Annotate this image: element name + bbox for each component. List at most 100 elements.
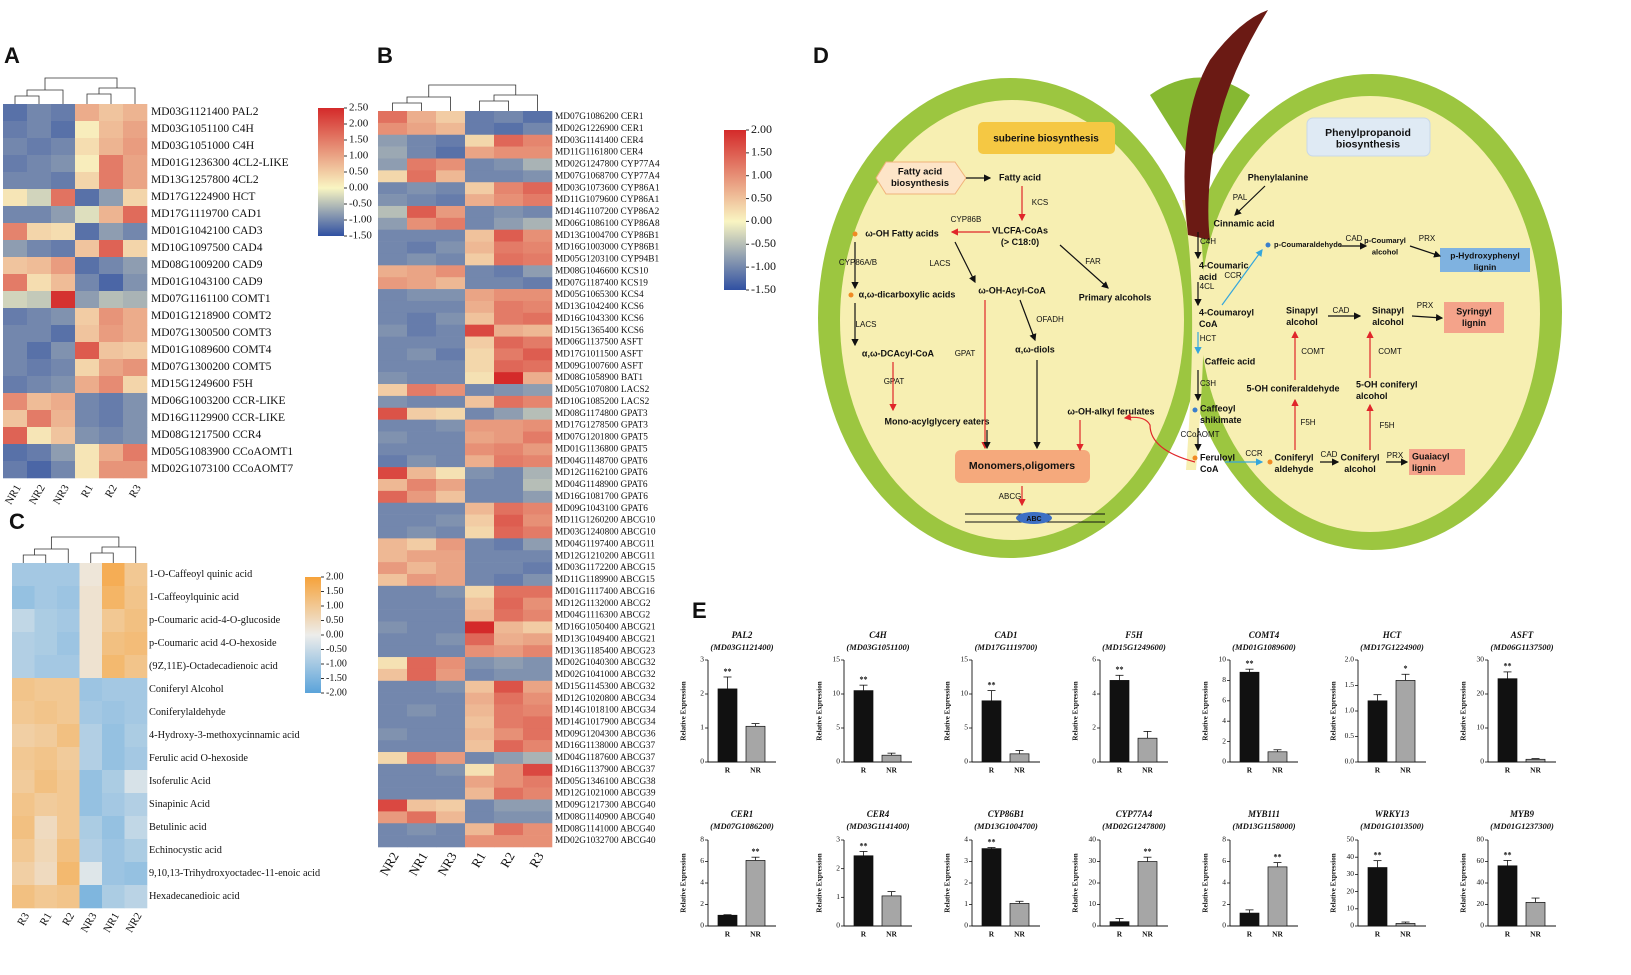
heatmap-cell: [465, 799, 495, 812]
row-label: MD05G1346100 ABCG38: [555, 777, 656, 787]
row-label: MD11G1161800 CER4: [555, 148, 643, 158]
heatmap-cell: [378, 823, 408, 836]
row-label: MD09G1204300 ABCG36: [555, 729, 656, 739]
y-tick-label: 10: [1089, 899, 1097, 908]
heatmap-cell: [465, 407, 495, 420]
heatmap-cell: [27, 393, 52, 411]
heatmap-cell: [51, 189, 76, 207]
heatmap-cell: [407, 680, 437, 693]
heatmap-cell: [494, 122, 524, 136]
x-tick-label: NR: [1142, 766, 1153, 775]
row-label: MD07G1086200 CER1: [555, 112, 644, 122]
heatmap-cell: [378, 787, 408, 800]
heatmap-cell: [436, 562, 466, 575]
heatmap-cell: [494, 645, 524, 658]
x-tick-label: NR: [1272, 930, 1283, 939]
pathway-label: α,ω-DCAcyl-CoA: [862, 348, 935, 358]
heatmap-cell: [494, 609, 524, 622]
row-label: MD11G1260200 ABCG10: [555, 516, 655, 526]
heatmap-cell: [79, 632, 103, 656]
heatmap-cell: [465, 395, 495, 409]
row-label: MD01G1042100 CAD3: [151, 225, 263, 237]
row-label: MD03G1172200 ABCG15: [555, 563, 655, 573]
heatmap-cell: [436, 205, 466, 219]
heatmap-cell: [494, 740, 524, 753]
bar: [853, 690, 874, 763]
bar: [1525, 901, 1546, 927]
y-tick-label: 40: [1089, 835, 1097, 844]
pathway-arrow: [954, 241, 976, 284]
heatmap-cell: [523, 407, 553, 420]
heatmap-cell: [407, 799, 437, 812]
heatmap-cell: [51, 359, 76, 377]
heatmap-cell: [523, 395, 553, 409]
heatmap-cell: [465, 728, 495, 741]
heatmap-cell: [465, 763, 495, 777]
heatmap-cell: [436, 158, 466, 171]
heatmap-cell: [523, 728, 553, 741]
heatmap-cell: [75, 172, 100, 190]
heatmap-cell: [3, 206, 28, 224]
heatmap-cell: [494, 384, 524, 397]
heatmap-cell: [57, 632, 80, 656]
heatmap-cell: [99, 393, 124, 411]
heatmap-cell: [123, 172, 148, 190]
heatmap-cell: [523, 823, 553, 836]
heatmap-cell: [378, 134, 408, 147]
colorbar-tick-label: -1.50: [326, 673, 347, 684]
row-label: MD08G1217500 CCR4: [151, 429, 261, 441]
heatmap-cell: [407, 550, 437, 563]
row-label: MD14G1107200 CYP86A2: [555, 207, 660, 217]
y-tick-label: 15: [833, 655, 841, 664]
pathway-label: alcohol: [1286, 317, 1318, 327]
apple: [818, 10, 1562, 558]
row-label: Coniferylaldehyde: [149, 707, 226, 718]
bar-title: CYP77A4: [1116, 809, 1153, 819]
y-tick-label: 6: [700, 856, 704, 865]
heatmap-cell: [3, 104, 28, 122]
heatmap-cell: [75, 342, 100, 360]
heatmap-cell: [407, 312, 437, 325]
heatmap-cell: [494, 111, 524, 124]
heatmap-cell: [494, 514, 524, 527]
heatmap-cell: [12, 609, 35, 633]
row-label: MD11G1079600 CYP86A1: [555, 195, 660, 205]
row-label: p-Coumaric acid 4-O-hexoside: [149, 638, 277, 649]
heatmap-cell: [378, 395, 408, 409]
row-label: MD11G1189900 ABCG15: [555, 575, 655, 585]
heatmap-cell: [378, 407, 408, 420]
heatmap-cell: [12, 839, 35, 863]
heatmap-cell: [523, 431, 553, 444]
heatmap-cell: [79, 885, 103, 909]
row-label: MD03G1051000 C4H: [151, 140, 254, 152]
heatmap-cell: [3, 308, 28, 326]
colorbar: [318, 108, 344, 236]
y-tick-label: 0: [1350, 921, 1354, 930]
heatmap-cell: [407, 704, 437, 717]
heatmap-cell: [523, 146, 553, 159]
heatmap-cell: [407, 146, 437, 159]
row-label: MD12G1020800 ABCG34: [555, 694, 656, 704]
heatmap-cell: [436, 775, 466, 788]
bar-title: CER1: [731, 809, 754, 819]
y-tick-label: 0: [836, 921, 840, 930]
row-label: MD15G1365400 KCS6: [555, 326, 644, 336]
y-tick-label: 2.0: [1345, 655, 1355, 664]
column-label: R2: [497, 849, 518, 870]
heatmap-cell: [436, 514, 466, 527]
x-tick-label: R: [1117, 930, 1123, 939]
heatmap-cell: [436, 407, 466, 420]
heatmap-cell: [494, 431, 524, 444]
pathway-label: alcohol: [1344, 464, 1376, 474]
y-tick-label: 8: [1222, 675, 1226, 684]
heatmap-cell: [407, 716, 437, 729]
heatmap-cell: [27, 138, 52, 156]
heatmap-cell: [3, 189, 28, 207]
heatmap-cell: [27, 189, 52, 207]
column-label: NR2: [27, 483, 48, 507]
heatmap-cell: [494, 763, 524, 777]
heatmap-cell: [523, 645, 553, 658]
significance: **: [1504, 662, 1512, 671]
heatmap-cell: [51, 444, 76, 462]
bar-subtitle: (MD02G1247800): [1102, 821, 1166, 831]
